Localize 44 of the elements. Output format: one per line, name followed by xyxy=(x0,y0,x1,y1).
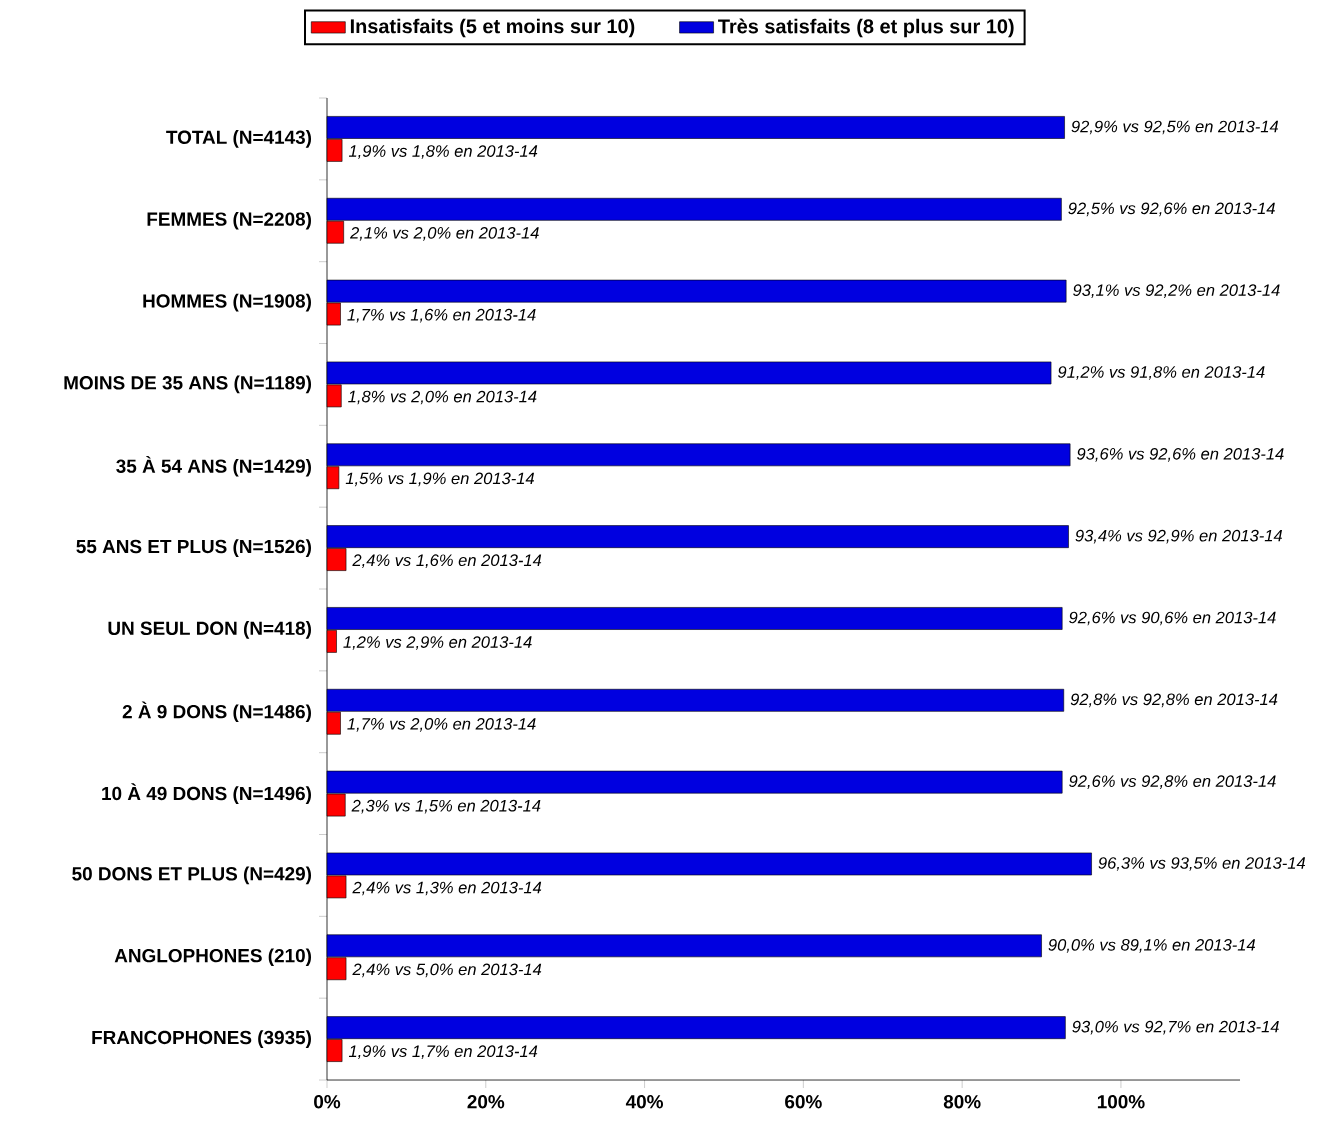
x-tick-label: 60% xyxy=(785,1095,822,1109)
data-label: 93,0% vs 92,7% en 2013-14 xyxy=(1072,1020,1279,1035)
y-tick-label: 10 À 49 DONS (N=1496) xyxy=(102,783,311,804)
x-tick-label: 20% xyxy=(467,1095,505,1109)
y-tick-label: TOTAL (N=4143) xyxy=(166,130,312,148)
x-tick-label: 100% xyxy=(1097,1095,1145,1109)
y-tick-label: FRANCOPHONES (3935) xyxy=(92,1030,311,1048)
x-tick-label: 80% xyxy=(943,1095,981,1109)
legend-label: Insatisfaits (5 et moins sur 10) xyxy=(350,18,635,38)
data-label: 2,1% vs 2,0% en 2013-14 xyxy=(349,227,539,241)
y-tick-label: 2 À 9 DONS (N=1486) xyxy=(122,701,311,723)
data-label: 1,5% vs 1,9% en 2013-14 xyxy=(345,472,535,487)
data-label: 92,8% vs 92,8% en 2013-14 xyxy=(1070,693,1278,708)
data-label: 93,4% vs 92,9% en 2013-14 xyxy=(1075,529,1283,544)
data-label: 93,6% vs 92,6% en 2013-14 xyxy=(1077,447,1284,462)
data-label: 93,1% vs 92,2% en 2013-14 xyxy=(1073,284,1280,298)
x-tick-label: 0% xyxy=(314,1095,341,1109)
data-label: 96,3% vs 93,5% en 2013-14 xyxy=(1098,857,1306,871)
legend-label: Très satisfaits (8 et plus sur 10) xyxy=(718,18,1014,38)
data-label: 1,2% vs 2,9% en 2013-14 xyxy=(343,636,532,650)
data-label: 92,9% vs 92,5% en 2013-14 xyxy=(1071,120,1279,135)
y-tick-label: ANGLOPHONES (210) xyxy=(114,948,312,967)
data-label: 2,4% vs 1,3% en 2013-14 xyxy=(352,881,542,896)
y-tick-label: UN SEUL DON (N=418) xyxy=(108,621,311,639)
y-tick-label: 55 ANS ET PLUS (N=1526) xyxy=(76,539,311,557)
data-label: 2,4% vs 1,6% en 2013-14 xyxy=(352,554,542,569)
data-label: 92,5% vs 92,6% en 2013-14 xyxy=(1068,202,1275,217)
y-tick-label: HOMMES (N=1908) xyxy=(143,293,311,312)
y-tick-label: 50 DONS ET PLUS (N=429) xyxy=(72,866,312,885)
data-label: 1,9% vs 1,8% en 2013-14 xyxy=(348,145,538,159)
data-label: 2,4% vs 5,0% en 2013-14 xyxy=(352,963,542,978)
data-label: 92,6% vs 92,8% en 2013-14 xyxy=(1069,775,1276,789)
data-label: 1,9% vs 1,7% en 2013-14 xyxy=(348,1045,538,1060)
data-label: 1,7% vs 1,6% en 2013-14 xyxy=(347,308,536,323)
data-label: 1,7% vs 2,0% en 2013-14 xyxy=(347,718,536,732)
y-tick-label: FEMMES (N=2208) xyxy=(147,211,311,230)
data-label: 91,2% vs 91,8% en 2013-14 xyxy=(1058,366,1265,380)
x-tick-label: 40% xyxy=(625,1095,664,1109)
data-label: 92,6% vs 90,6% en 2013-14 xyxy=(1069,611,1276,626)
data-label: 90,0% vs 89,1% en 2013-14 xyxy=(1048,938,1256,953)
data-label: 2,3% vs 1,5% en 2013-14 xyxy=(351,799,541,814)
y-tick-label: 35 À 54 ANS (N=1429) xyxy=(116,455,311,477)
y-tick-label: MOINS DE 35 ANS (N=1189) xyxy=(64,375,312,394)
data-label: 1,8% vs 2,0% en 2013-14 xyxy=(348,390,537,405)
